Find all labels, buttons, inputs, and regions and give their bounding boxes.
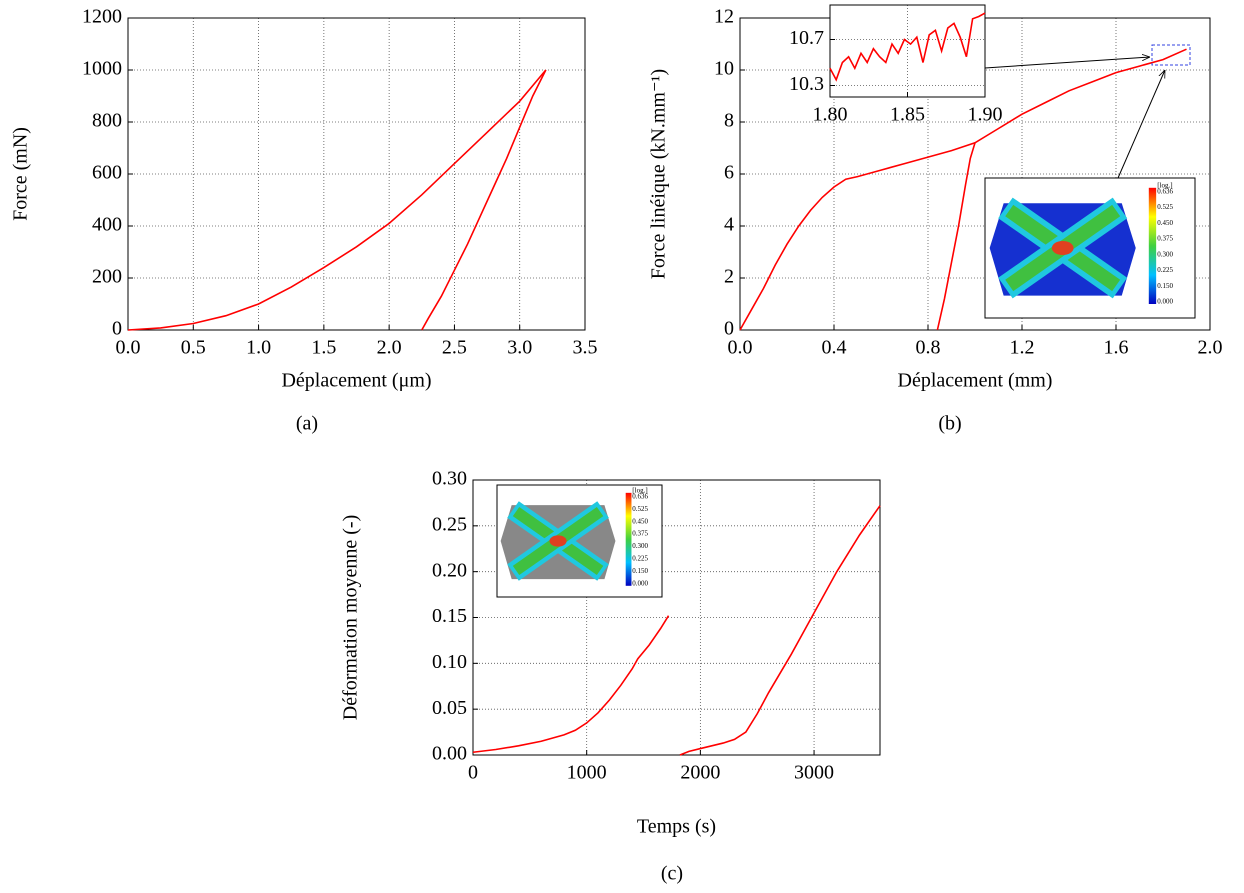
x-tick-label: 1.90 [968, 104, 1003, 126]
colorbar-label: 0.150 [1157, 282, 1173, 290]
colorbar [1148, 187, 1157, 304]
x-tick-label: 3000 [794, 762, 834, 784]
x-tick-label: 1.6 [1104, 337, 1129, 359]
y-tick-label: 0 [112, 318, 122, 340]
x-tick-label: 1.80 [813, 104, 848, 126]
colorbar-label: 0.525 [632, 505, 648, 513]
y-tick-label: 200 [92, 266, 122, 288]
x-tick-label: 1.2 [1010, 337, 1035, 359]
colorbar-label: [log.] [1157, 181, 1172, 189]
x-tick-label: 2000 [680, 762, 720, 784]
colorbar-label: 0.450 [632, 517, 648, 525]
heatmap-image: [log.]0.636 0.525 0.450 0.375 0.300 0.225 0.15… [984, 177, 1196, 319]
colorbar-label: 0.225 [1157, 266, 1173, 274]
colorbar-label: 0.150 [632, 567, 648, 575]
colorbar-label: 0.000 [1157, 298, 1173, 306]
arrow [1117, 70, 1166, 179]
hot-spot [1051, 241, 1074, 255]
y-tick-label: 12 [714, 6, 734, 28]
hot-spot [549, 535, 567, 547]
x-tick-label: 2.0 [377, 337, 402, 359]
x-tick-label: 1.0 [246, 337, 271, 359]
x-axis-label: Déplacement (mm) [898, 370, 1053, 392]
data-line [472, 615, 670, 754]
y-tick-label: 0.10 [432, 651, 467, 673]
x-tick-label: 1000 [567, 762, 607, 784]
plot-frame [472, 479, 881, 756]
caption: (b) [938, 413, 961, 435]
y-tick-label: 0.15 [432, 605, 467, 627]
x-tick-label: 3.0 [507, 337, 532, 359]
x-tick-label: 0.0 [116, 337, 141, 359]
colorbar-label: 0.300 [1157, 250, 1173, 258]
y-tick-label: 0.00 [432, 743, 467, 765]
y-tick-label: 0.20 [432, 559, 467, 581]
colorbar-label: [log.] [632, 486, 647, 494]
heatmap-image: [log.]0.636 0.525 0.450 0.375 0.300 0.225 0.15… [496, 484, 663, 598]
caption: (a) [296, 413, 318, 435]
y-tick-label: 0.25 [432, 513, 467, 535]
y-tick-label: 6 [724, 162, 734, 184]
data-line [829, 12, 986, 82]
colorbar-label: 0.225 [632, 555, 648, 563]
data-line [127, 69, 547, 331]
x-tick-label: 0.4 [822, 337, 847, 359]
x-tick-label: 3.5 [573, 337, 598, 359]
plot-frame [127, 17, 586, 331]
plot-frame [829, 4, 986, 98]
y-tick-label: 8 [724, 110, 734, 132]
colorbar-label: 0.636 [632, 492, 648, 500]
colorbar [625, 492, 632, 586]
colorbar-label: 0.636 [1157, 187, 1173, 195]
colorbar-label: 0.000 [632, 579, 648, 587]
colorbar-label: 0.450 [1157, 219, 1173, 227]
y-tick-label: 400 [92, 214, 122, 236]
y-tick-label: 800 [92, 110, 122, 132]
y-axis-label: Déformation moyenne (-) [340, 515, 362, 720]
y-tick-label: 1200 [82, 6, 122, 28]
y-tick-label: 1000 [82, 58, 122, 80]
y-tick-label: 0.05 [432, 697, 467, 719]
colorbar-label: 0.375 [1157, 235, 1173, 243]
y-tick-label: 4 [724, 214, 734, 236]
colorbar-label: 0.375 [632, 530, 648, 538]
y-axis-label: Force (mN) [10, 127, 32, 221]
arrow [984, 57, 1150, 69]
x-tick-label: 0 [468, 762, 478, 784]
colorbar-label: 0.300 [632, 542, 648, 550]
x-tick-label: 2.5 [442, 337, 467, 359]
x-tick-label: 2.0 [1198, 337, 1223, 359]
x-tick-label: 0.8 [916, 337, 941, 359]
y-axis-label: Force linéique (kN.mm⁻¹) [648, 69, 670, 279]
x-axis-label: Temps (s) [637, 816, 716, 838]
y-tick-label: 0.30 [432, 468, 467, 490]
y-tick-label: 2 [724, 266, 734, 288]
y-tick-label: 0 [724, 318, 734, 340]
y-tick-label: 10 [714, 58, 734, 80]
data-line [936, 142, 976, 331]
data-line [739, 48, 1187, 331]
x-tick-label: 0.0 [728, 337, 753, 359]
x-tick-label: 1.5 [311, 337, 336, 359]
data-line [679, 505, 881, 756]
y-tick-label: 10.3 [789, 73, 824, 95]
x-axis-label: Déplacement (μm) [281, 370, 431, 392]
y-tick-label: 600 [92, 162, 122, 184]
y-tick-label: 10.7 [789, 27, 824, 49]
x-tick-label: 1.85 [890, 104, 925, 126]
x-tick-label: 0.5 [181, 337, 206, 359]
colorbar-label: 0.525 [1157, 203, 1173, 211]
zoom-box [1151, 44, 1191, 66]
data-line [421, 69, 547, 331]
caption: (c) [661, 863, 683, 885]
